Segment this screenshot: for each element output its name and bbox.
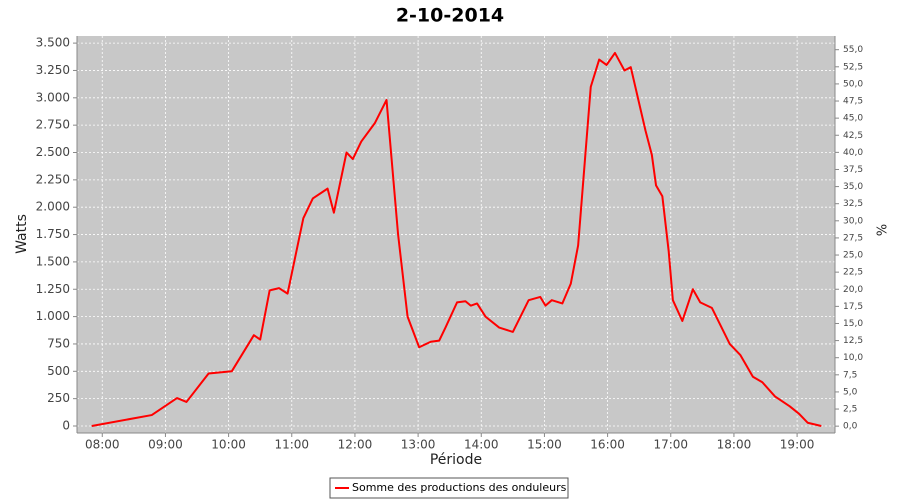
x-axis-label: Période [430, 452, 482, 468]
legend-label: Somme des productions des onduleurs [352, 481, 567, 494]
y-tick-label: 1.750 [36, 227, 70, 241]
y2-tick-label: 17,5 [843, 302, 863, 312]
y-tick-label: 3.250 [36, 63, 70, 77]
y-tick-label: 2.250 [36, 172, 70, 186]
y2-tick-label: 22,5 [843, 268, 863, 278]
y2-tick-label: 27,5 [843, 233, 863, 243]
y2-tick-label: 7,5 [843, 370, 857, 380]
y-tick-label: 2.000 [36, 200, 70, 214]
y2-tick-label: 40,0 [843, 148, 863, 158]
y2-tick-label: 10,0 [843, 353, 863, 363]
x-tick-label: 14:00 [464, 438, 499, 452]
x-tick-label: 12:00 [338, 438, 373, 452]
y2-axis-label: % [873, 224, 888, 236]
chart-title: 2-10-2014 [396, 5, 504, 27]
plot-area [77, 36, 835, 433]
y-tick-label: 0 [62, 418, 70, 432]
y2-tick-label: 32,5 [843, 199, 863, 209]
x-tick-label: 08:00 [85, 438, 120, 452]
data-line [91, 51, 822, 427]
y-tick-label: 250 [47, 391, 70, 405]
y2-tick-label: 2,5 [843, 405, 857, 415]
x-tick-label: 11:00 [274, 438, 309, 452]
y-tick-label: 2.750 [36, 118, 70, 132]
y-tick-label: 3.500 [36, 36, 70, 50]
x-tick-label: 13:00 [401, 438, 436, 452]
y2-tick-label: 42,5 [843, 131, 863, 141]
y-tick-label: 3.000 [36, 90, 70, 104]
y-tick-label: 750 [47, 336, 70, 350]
y-tick-label: 500 [47, 364, 70, 378]
x-tick-label: 16:00 [590, 438, 625, 452]
y-tick-label: 1.250 [36, 282, 70, 296]
x-tick-label: 15:00 [527, 438, 562, 452]
y-axis-label: Watts [14, 214, 30, 254]
y-tick-label: 1.000 [36, 309, 70, 323]
legend [329, 477, 569, 499]
y-tick-label: 2.500 [36, 145, 70, 159]
x-tick-label: 09:00 [148, 438, 183, 452]
y2-tick-label: 0,0 [843, 422, 858, 432]
y2-tick-label: 30,0 [843, 216, 863, 226]
y2-tick-label: 55,0 [843, 45, 863, 55]
y2-tick-label: 45,0 [843, 114, 863, 124]
y2-tick-label: 47,5 [843, 97, 863, 107]
y2-tick-label: 12,5 [843, 336, 863, 346]
y2-tick-label: 5,0 [843, 387, 858, 397]
y2-tick-label: 25,0 [843, 251, 863, 261]
y2-tick-label: 35,0 [843, 182, 863, 192]
x-tick-label: 17:00 [653, 438, 688, 452]
x-tick-label: 19:00 [780, 438, 815, 452]
y2-tick-label: 37,5 [843, 165, 863, 175]
x-tick-label: 10:00 [211, 438, 246, 452]
y2-tick-label: 15,0 [843, 319, 863, 329]
y2-tick-label: 50,0 [843, 79, 863, 89]
y2-tick-label: 20,0 [843, 285, 863, 295]
y2-tick-label: 52,5 [843, 62, 863, 72]
y-tick-label: 1.500 [36, 254, 70, 268]
x-tick-label: 18:00 [717, 438, 752, 452]
